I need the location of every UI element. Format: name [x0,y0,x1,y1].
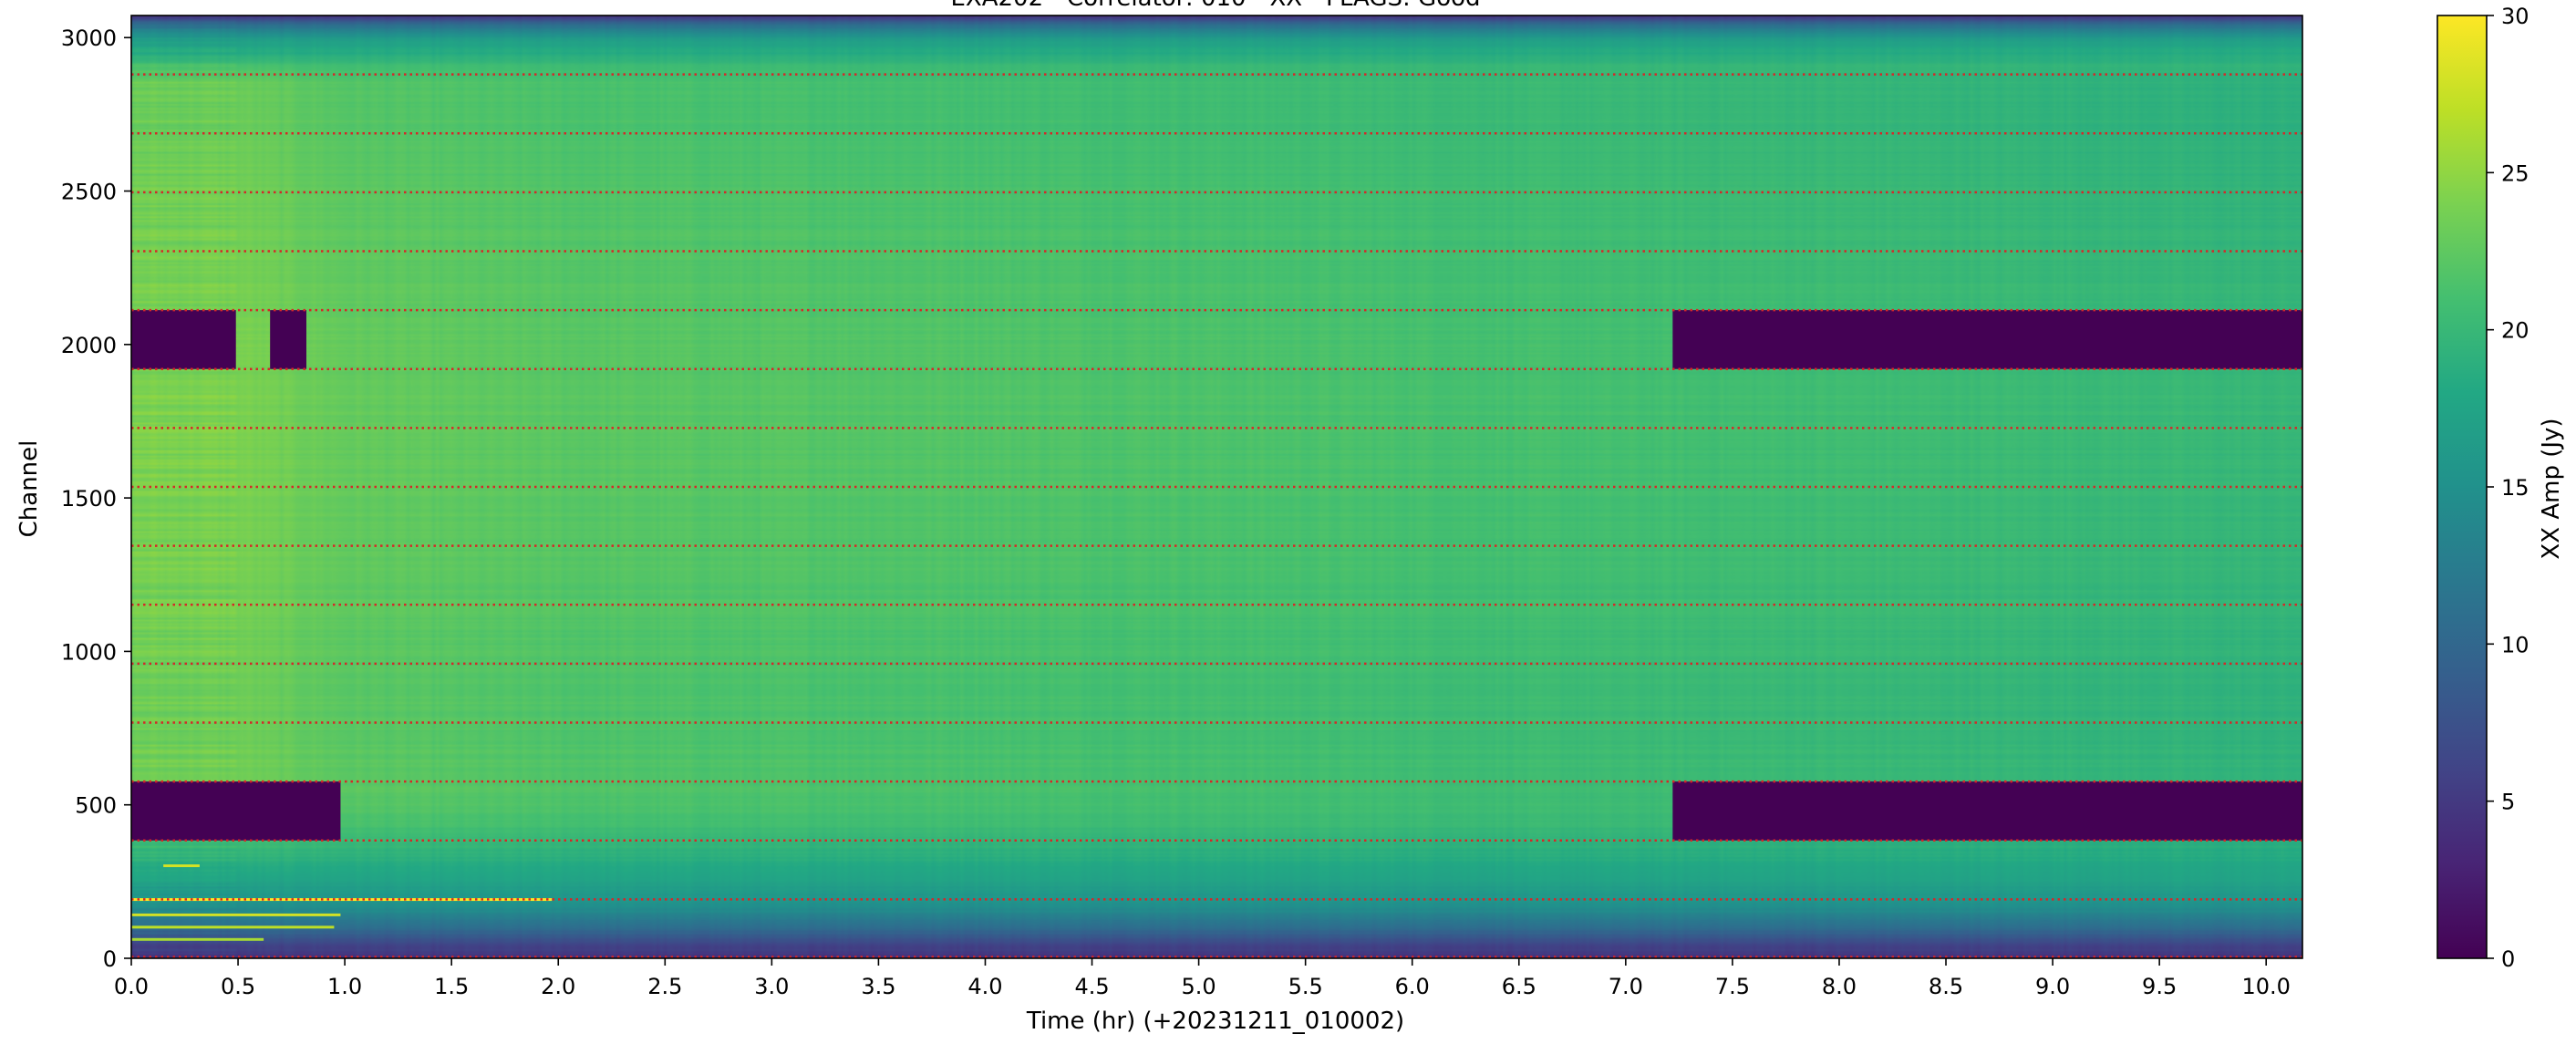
x-tick-label: 0.5 [221,974,255,999]
flagged-regions [131,310,2302,841]
y-axis: 0 500 1000 1500 2000 2500 3000 [61,26,131,972]
colorbar-tick-label: 15 [2501,475,2529,501]
x-tick-label: 0.0 [114,974,149,999]
x-tick-label: 6.5 [1502,974,1536,999]
y-tick-label: 1000 [61,639,117,665]
y-tick-label: 2000 [61,333,117,358]
y-tick-label: 2500 [61,180,117,205]
colorbar-tick-label: 10 [2501,632,2529,657]
rfi-streak [131,913,341,916]
x-tick-label: 5.0 [1182,974,1216,999]
x-tick-label: 9.5 [2142,974,2177,999]
x-tick-label: 1.5 [434,974,469,999]
x-tick-label: 3.0 [754,974,789,999]
y-tick-label: 500 [75,793,117,819]
x-tick-label: 2.0 [541,974,575,999]
y-tick-label: 1500 [61,486,117,512]
rfi-streak [131,925,335,929]
x-tick-label: 1.0 [327,974,362,999]
x-tick-label: 3.5 [861,974,895,999]
x-tick-label: 8.0 [1822,974,1857,999]
x-axis-label: Time (hr) (+20231211_010002) [1026,1008,1404,1035]
flagged-region [270,310,306,369]
colorbar-tick-label: 5 [2501,790,2515,815]
y-tick-label: 3000 [61,26,117,51]
chart-title: EXA202 - Correlator: 010 - XX - FLAGS: G… [950,0,1480,12]
x-tick-label: 9.0 [2035,974,2070,999]
subband-boundaries [131,73,2302,958]
colorbar-tick-label: 30 [2501,4,2529,29]
x-tick-label: 4.5 [1074,974,1109,999]
flagged-region [131,310,236,369]
rfi-streak [131,937,264,941]
colorbar-gradient [2436,15,2488,959]
flagged-region [1672,781,2302,841]
flagged-region [1672,310,2302,369]
colorbar-label: XX Amp (Jy) [2538,418,2565,559]
y-tick-label: 0 [103,946,117,972]
colorbar-ticks: 0 5 10 15 20 25 30 [2487,4,2529,972]
x-tick-label: 7.0 [1609,974,1643,999]
x-tick-label: 7.5 [1715,974,1750,999]
rfi-streak [163,864,200,868]
colorbar-tick-label: 0 [2501,946,2515,972]
x-tick-label: 2.5 [647,974,682,999]
rfi-streaks [131,864,553,941]
rfi-streak [131,898,553,902]
plot-frame [130,15,2303,959]
x-axis: 0.0 0.5 1.0 1.5 2.0 2.5 3.0 3.5 4.0 4.5 5.0 5.5 6.0 6… [114,958,2291,999]
flagged-region [131,781,341,841]
x-tick-label: 4.0 [967,974,1002,999]
colorbar-tick-label: 20 [2501,318,2529,344]
x-tick-label: 8.5 [1929,974,1963,999]
x-tick-label: 10.0 [2241,974,2290,999]
colorbar: 0 5 10 15 20 25 30 XX Amp (Jy) [2436,4,2565,972]
x-tick-label: 5.5 [1288,974,1323,999]
x-tick-label: 6.0 [1395,974,1430,999]
y-axis-label: Channel [16,440,43,538]
colorbar-tick-label: 25 [2501,160,2529,186]
